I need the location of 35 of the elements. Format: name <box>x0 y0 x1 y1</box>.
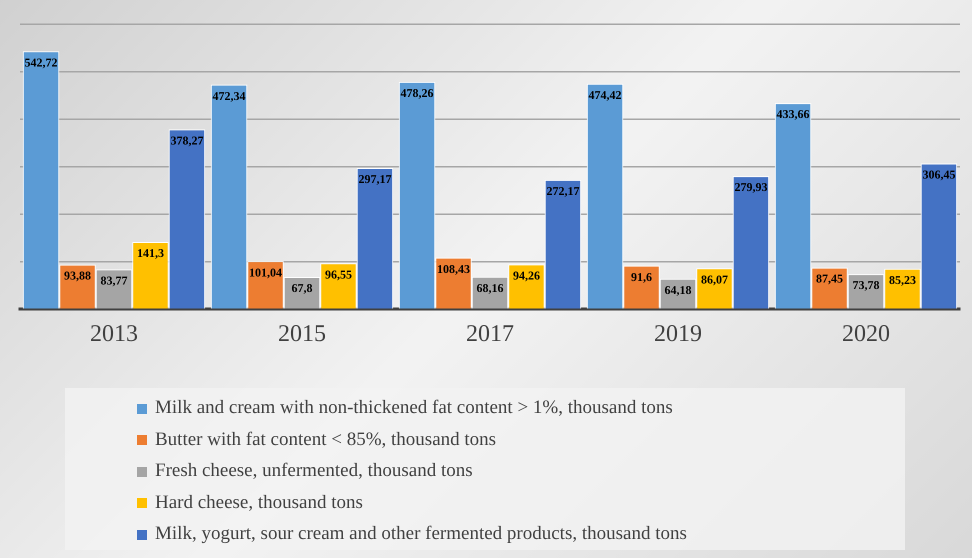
x-tick-label: 2015 <box>278 320 326 347</box>
data-label: 306,45 <box>922 168 956 182</box>
data-label: 542,72 <box>24 55 58 70</box>
data-label: 86,07 <box>700 272 728 286</box>
data-label: 73,78 <box>852 278 880 292</box>
legend-label: Fresh cheese, unfermented, thousand tons <box>154 459 474 483</box>
data-label: 94,26 <box>512 268 540 282</box>
data-label: 85,23 <box>888 272 916 287</box>
data-label: 478,26 <box>400 86 434 100</box>
data-label: 272,17 <box>546 184 580 198</box>
x-tick-label: 2013 <box>90 320 138 347</box>
legend-label: Butter with fat content < 85%, thousand tons <box>154 428 498 452</box>
data-label: 279,93 <box>734 180 768 194</box>
data-label: 297,17 <box>358 172 392 186</box>
legend-label: Hard cheese, thousand tons <box>154 490 364 514</box>
data-label: 474,42 <box>588 88 622 102</box>
x-tick-label: 2020 <box>842 320 890 347</box>
data-label: 96,55 <box>324 267 352 282</box>
data-label: 93,88 <box>64 268 92 283</box>
data-label: 433,66 <box>776 107 810 122</box>
x-tick-label: 2019 <box>654 320 702 347</box>
legend-label: Milk and cream with non-thickened fat content > 1%, thousand tons <box>154 396 674 420</box>
data-label: 91,6 <box>631 270 652 284</box>
data-label: 83,77 <box>100 273 128 288</box>
data-label: 472,34 <box>212 88 246 103</box>
data-label: 64,18 <box>664 282 692 297</box>
x-tick-label: 2017 <box>466 320 514 347</box>
data-label: 67,8 <box>292 281 312 296</box>
data-label: 87,45 <box>816 272 844 286</box>
data-label: 68,16 <box>476 280 504 295</box>
data-label: 378,27 <box>170 133 204 148</box>
data-label: 141,3 <box>136 246 164 260</box>
data-label: 101,04 <box>249 265 282 280</box>
legend-label: Milk, yogurt, sour cream and other fermented products, thousand tons <box>154 522 688 546</box>
data-label: 108,43 <box>437 262 470 276</box>
